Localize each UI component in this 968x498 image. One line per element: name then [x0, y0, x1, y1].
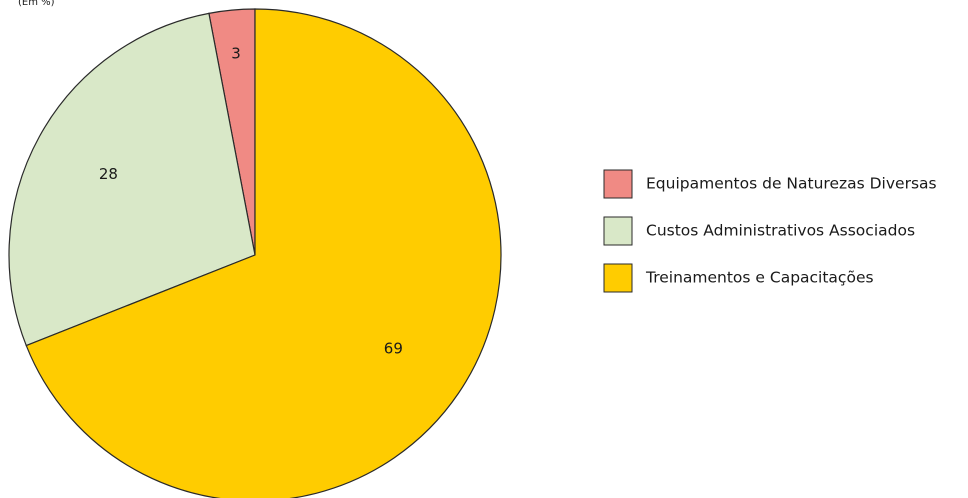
legend-label: Custos Administrativos Associados — [646, 222, 915, 240]
legend-label: Equipamentos de Naturezas Diversas — [646, 175, 937, 193]
legend-swatch — [603, 216, 633, 246]
pie-slice — [25, 8, 502, 498]
data-label: 28 — [99, 165, 118, 183]
legend-swatch — [603, 263, 633, 293]
chart-subtitle: (Em %) — [18, 0, 55, 8]
legend-label: Treinamentos e Capacitações — [645, 269, 874, 287]
legend-swatch — [603, 169, 633, 199]
pie-slice — [8, 12, 256, 347]
data-label: 3 — [231, 45, 241, 63]
data-label: 69 — [384, 340, 403, 358]
